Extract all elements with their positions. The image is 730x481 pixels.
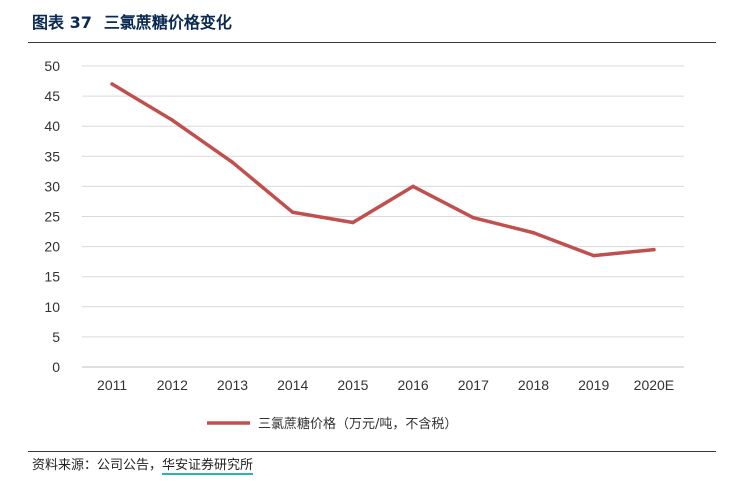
y-tick-label: 15 [44,269,60,285]
bottom-rule [28,451,716,452]
data-point [411,184,415,189]
x-tick-label: 2015 [337,377,368,393]
y-tick-label: 30 [44,178,60,194]
legend-label: 三氯蔗糖价格（万元/吨，不含税） [258,416,457,432]
y-tick-label: 35 [44,148,60,164]
y-tick-label: 5 [52,329,60,345]
y-tick-label: 45 [44,88,60,104]
x-tick-label: 2017 [458,377,489,393]
series-group [110,82,656,258]
data-point [170,118,175,122]
x-axis-ticks: 2011 2012 2013 2014 2015 2016 2017 2018 2019 2020… [97,377,674,393]
y-tick-label: 25 [44,209,60,225]
data-point [652,247,656,252]
series-line [110,82,656,258]
data-point [591,253,596,258]
x-tick-label: 2020E [634,377,674,393]
data-point [351,220,355,225]
data-point [531,231,536,235]
y-tick-label: 50 [44,58,60,74]
figure-label: 图表 37 [32,13,92,32]
y-tick-label: 40 [44,118,60,134]
y-axis-ticks: 0 5 10 15 20 25 30 35 40 45 50 [44,58,60,375]
data-point [290,210,295,215]
source-note: 资料来源：公司公告，华安证券研究所 [32,455,254,477]
data-point [471,215,476,220]
x-tick-label: 2011 [97,377,127,393]
y-tick-label: 20 [44,239,60,255]
top-rule [28,42,716,43]
data-point [110,82,114,86]
x-tick-label: 2013 [217,377,248,393]
figure-title-text: 三氯蔗糖价格变化 [103,13,232,32]
x-tick-label: 2014 [277,377,308,393]
y-tick-label: 10 [44,299,60,315]
x-tick-label: 2012 [157,377,188,393]
legend: 三氯蔗糖价格（万元/吨，不含税） [207,416,457,432]
data-point [230,160,235,165]
x-tick-label: 2019 [578,377,609,393]
source-org: 华安证券研究所 [162,458,254,475]
figure-title: 图表 37 三氯蔗糖价格变化 [32,8,244,38]
x-tick-label: 2016 [398,377,429,393]
y-tick-label: 0 [52,359,60,375]
gridlines [82,65,684,368]
source-label: 资料来源：公司公告， [32,458,163,473]
x-tick-label: 2018 [518,377,549,393]
